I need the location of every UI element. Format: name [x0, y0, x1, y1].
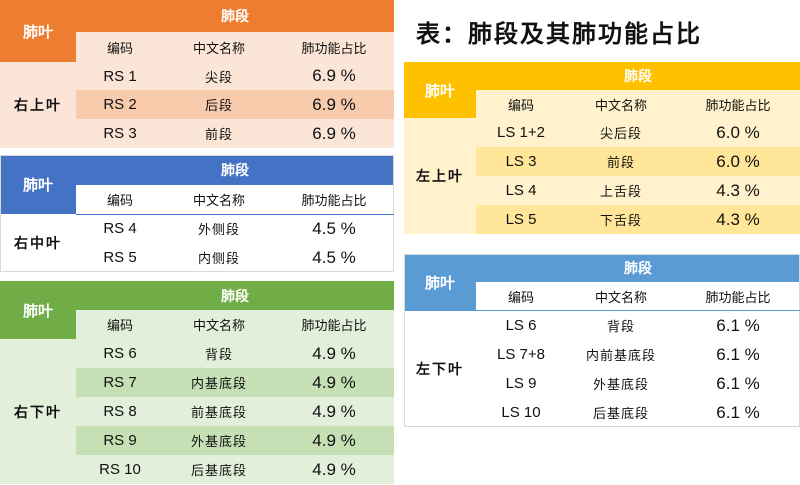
segment-name: 内前基底段 — [585, 349, 656, 364]
lung-function-percentage: 6.1 % — [716, 402, 760, 422]
table-right-middle-lobe: 肺叶 肺段 编码 中文名称 肺功能占比 右中叶 RS 4 外侧段 4.5 % R… — [0, 155, 395, 272]
lobe-header: 肺叶 — [0, 155, 76, 214]
segment-code: LS 9 — [505, 375, 537, 392]
header-divider — [76, 214, 394, 215]
column-header-percentage: 肺功能占比 — [301, 41, 367, 57]
lung-function-percentage: 6.1 % — [716, 344, 760, 364]
column-header-code: 编码 — [507, 98, 534, 114]
segment-code: RS 5 — [103, 249, 137, 266]
column-header-percentage: 肺功能占比 — [301, 194, 367, 209]
segment-code: LS 10 — [501, 404, 541, 421]
column-header-code: 编码 — [106, 194, 133, 209]
lung-function-percentage: 6.9 % — [312, 94, 356, 114]
segment-code: LS 5 — [505, 211, 537, 228]
segment-header: 肺段 — [76, 281, 395, 310]
column-header-name: 中文名称 — [192, 319, 245, 334]
column-header-code: 编码 — [507, 291, 534, 306]
column-header-name: 中文名称 — [594, 291, 647, 306]
segment-code: RS 6 — [103, 345, 137, 362]
segment-name: 前段 — [606, 156, 635, 171]
segment-name: 外侧段 — [197, 223, 240, 238]
lung-function-percentage: 6.1 % — [716, 315, 760, 335]
table-row: 右上叶 RS 1 尖段 6.9 % — [0, 62, 395, 148]
column-header-percentage: 肺功能占比 — [705, 98, 771, 114]
column-header-name: 中文名称 — [192, 194, 245, 209]
lung-function-percentage: 4.5 % — [312, 247, 356, 267]
segment-name: 下舌段 — [599, 214, 642, 229]
segment-code: LS 1+2 — [497, 124, 545, 141]
table-row: 右中叶 RS 4 外侧段 4.5 % — [0, 214, 395, 272]
lung-function-percentage: 4.3 % — [716, 209, 760, 229]
table-row: 左上叶 LS 1+2 尖后段 6.0 % — [404, 118, 800, 234]
table-row: 右下叶 RS 6 背段 4.9 % — [0, 339, 395, 484]
lobe-name: 左上叶 — [404, 118, 476, 234]
segment-header: 肺段 — [76, 0, 395, 32]
segment-name: 背段 — [606, 320, 635, 335]
segment-header: 肺段 — [476, 62, 800, 90]
page-title: 表：肺段及其肺功能占比 — [416, 20, 702, 48]
segment-name: 外基底段 — [592, 378, 649, 393]
lung-function-percentage: 6.9 % — [312, 123, 356, 143]
table-row: 左下叶 LS 6 背段 6.1 % — [404, 311, 800, 427]
segment-code: RS 9 — [103, 432, 137, 449]
segment-code: LS 4 — [505, 182, 537, 199]
segment-code: RS 7 — [103, 374, 137, 391]
lung-function-percentage: 4.5 % — [312, 218, 356, 238]
lung-function-percentage: 4.9 % — [312, 372, 356, 392]
lung-function-percentage: 4.9 % — [312, 343, 356, 363]
segment-name: 上舌段 — [599, 185, 642, 200]
lung-function-percentage: 4.9 % — [312, 459, 356, 479]
lung-function-percentage: 4.3 % — [716, 180, 760, 200]
segment-code: RS 2 — [103, 96, 137, 113]
segment-code: LS 3 — [505, 153, 537, 170]
segment-name: 后基底段 — [190, 464, 247, 479]
table-right-lower-lobe: 肺叶 肺段 编码 中文名称 肺功能占比 右下叶 RS 6 背段 4.9 % RS… — [0, 281, 395, 484]
segment-header: 肺段 — [476, 254, 800, 282]
table-right-upper-lobe: 肺叶 肺段 编码 中文名称 肺功能占比 右上叶 RS 1 尖段 6.9 % RS… — [0, 0, 395, 148]
header-divider — [476, 310, 800, 311]
lobe-header: 肺叶 — [0, 0, 76, 62]
lung-function-percentage: 4.9 % — [312, 430, 356, 450]
column-header-code: 编码 — [106, 319, 133, 334]
segment-name: 后段 — [204, 99, 233, 114]
segment-name: 后基底段 — [592, 407, 649, 422]
lung-function-percentage: 6.0 % — [716, 151, 760, 171]
segment-name: 尖段 — [204, 70, 233, 86]
column-header-name: 中文名称 — [594, 98, 647, 114]
segment-name: 内侧段 — [197, 252, 240, 267]
segment-name: 前段 — [204, 128, 233, 143]
lobe-header: 肺叶 — [0, 281, 76, 339]
segment-name: 尖后段 — [599, 127, 642, 142]
segment-header: 肺段 — [76, 155, 395, 185]
lobe-name: 右中叶 — [0, 214, 76, 272]
column-header-code: 编码 — [106, 41, 133, 57]
segment-code: RS 10 — [99, 461, 141, 478]
column-header-percentage: 肺功能占比 — [301, 319, 367, 334]
lobe-name: 左下叶 — [404, 311, 476, 427]
lobe-name: 右上叶 — [0, 62, 76, 148]
segment-code: RS 3 — [103, 125, 137, 142]
lobe-header: 肺叶 — [404, 254, 476, 311]
segment-code: RS 1 — [103, 67, 137, 85]
lung-function-percentage: 4.9 % — [312, 401, 356, 421]
lung-function-percentage: 6.0 % — [716, 122, 760, 142]
table-left-upper-lobe: 肺叶 肺段 编码 中文名称 肺功能占比 左上叶 LS 1+2 尖后段 6.0 %… — [404, 62, 800, 234]
segment-name: 外基底段 — [190, 435, 247, 450]
table-left-lower-lobe: 肺叶 肺段 编码 中文名称 肺功能占比 左下叶 LS 6 背段 6.1 % LS… — [404, 254, 800, 427]
lobe-name: 右下叶 — [0, 339, 76, 484]
segment-name: 背段 — [204, 348, 233, 363]
lung-function-percentage: 6.9 % — [312, 66, 356, 85]
lobe-header: 肺叶 — [404, 62, 476, 118]
segment-name: 内基底段 — [190, 377, 247, 392]
segment-code: RS 8 — [103, 403, 137, 420]
lung-function-percentage: 6.1 % — [716, 373, 760, 393]
segment-name: 前基底段 — [190, 406, 247, 421]
segment-code: LS 7+8 — [497, 346, 545, 363]
segment-code: RS 4 — [103, 220, 137, 237]
column-header-name: 中文名称 — [192, 41, 245, 57]
column-header-percentage: 肺功能占比 — [705, 291, 771, 306]
segment-code: LS 6 — [505, 317, 537, 334]
